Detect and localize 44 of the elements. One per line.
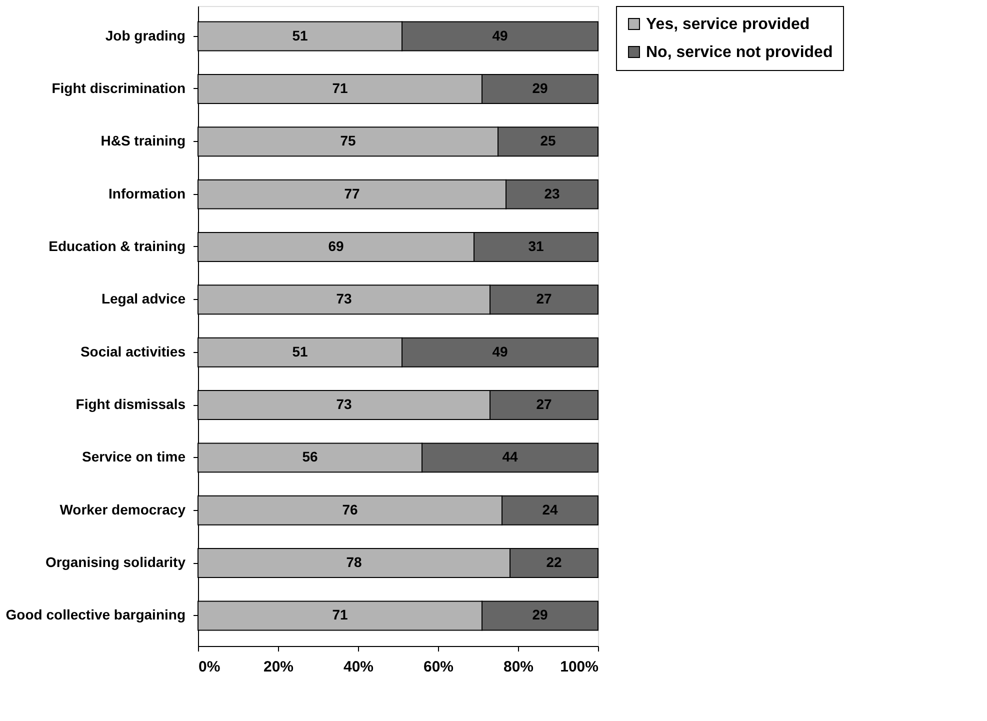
data-label: 71: [332, 80, 348, 96]
data-label: 69: [328, 238, 344, 254]
data-label: 73: [336, 396, 352, 412]
data-label: 75: [340, 132, 356, 149]
data-label: 49: [492, 343, 508, 360]
x-tick-label: 60%: [423, 658, 454, 676]
y-tick-label: Good collective bargaining: [6, 606, 186, 623]
data-label: 78: [346, 554, 362, 570]
data-label: 71: [332, 606, 348, 623]
y-tick-label: Education & training: [48, 238, 186, 254]
data-label: 44: [502, 448, 518, 465]
data-label: 25: [540, 132, 556, 149]
data-label: 22: [546, 554, 562, 570]
data-label: 51: [292, 343, 308, 360]
data-label: 27: [536, 396, 552, 412]
data-label: 73: [336, 290, 352, 307]
data-label: 56: [302, 448, 318, 465]
data-label: 76: [342, 501, 358, 518]
x-tick-label: 80%: [503, 658, 534, 676]
data-label: 49: [492, 27, 508, 44]
y-tick-label: Worker democracy: [60, 501, 186, 518]
data-label: 29: [532, 606, 548, 623]
x-tick-label: 20%: [263, 658, 294, 676]
y-tick-label: Fight dismissals: [76, 396, 186, 412]
data-label: 77: [344, 185, 360, 202]
x-tick-label: 0%: [198, 658, 220, 676]
y-tick-label: Organising solidarity: [45, 554, 186, 570]
data-label: 24: [542, 501, 558, 518]
y-tick-label: Legal advice: [101, 290, 186, 307]
x-tick-label: 100%: [560, 658, 598, 676]
y-tick-label: Job grading: [105, 27, 186, 44]
data-label: 51: [292, 27, 308, 44]
legend-label: No, service not provided: [646, 44, 833, 61]
x-tick-label: 40%: [343, 658, 374, 676]
data-label: 31: [528, 238, 544, 254]
y-tick-label: Service on time: [82, 448, 186, 465]
y-tick-label: Fight discrimination: [52, 80, 186, 96]
y-tick-label: H&S training: [100, 132, 186, 149]
data-label: 29: [532, 80, 548, 96]
legend-label: Yes, service provided: [646, 16, 810, 33]
y-tick-label: Social activities: [80, 343, 186, 360]
data-label: 27: [536, 290, 552, 307]
data-label: 23: [544, 185, 560, 202]
y-tick-label: Information: [108, 185, 186, 202]
